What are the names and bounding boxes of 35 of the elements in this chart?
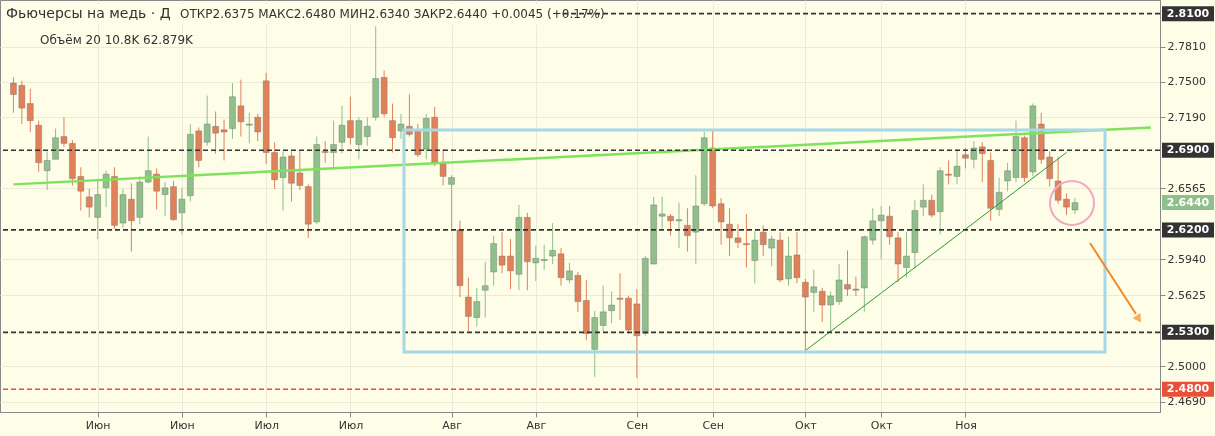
x-tick-label: Ноя [955, 418, 977, 432]
x-tick-label: Окт [870, 418, 894, 432]
x-tick-label: Июн [170, 418, 195, 432]
x-tick-label: Июл [338, 418, 364, 432]
text: 2.6440 [1166, 195, 1210, 209]
x-tick-label: Июн [85, 418, 111, 432]
candlestick [481, 261, 489, 319]
candlestick [599, 285, 607, 332]
candlestick [448, 174, 455, 230]
x-tick-label: Авг [526, 418, 547, 432]
candlestick [540, 244, 548, 271]
x-tick-label: Окт [795, 418, 818, 432]
candlestick [439, 148, 447, 187]
y-tick-label: 2.5940 [1167, 252, 1206, 266]
y-tick-label: 2.7500 [1167, 75, 1206, 89]
x-tick-label: Сен [702, 418, 725, 432]
ref-line-label: 2.6200 [1166, 222, 1210, 236]
y-tick-label: 2.4690 [1167, 395, 1206, 409]
candlestick [608, 290, 615, 324]
x-tick-label: Сен [626, 418, 649, 432]
ref-line-label: 2.6900 [1166, 143, 1210, 157]
x-tick-label: Авг [442, 418, 463, 432]
y-tick-label: 2.7810 [1167, 40, 1206, 54]
y-tick-label: 2.6565 [1167, 181, 1206, 195]
annotation: Объём 20 10.8K 62.879K [40, 33, 195, 47]
chart-title: Фьючерсы на медь · Д [6, 5, 171, 21]
y-tick-label: 2.7190 [1167, 110, 1206, 124]
ref-line-label: 2.8100 [1166, 6, 1210, 20]
ref-line-label: 2.4800 [1166, 382, 1210, 396]
candlestick [363, 116, 371, 147]
x-tick-label: Июл [254, 418, 279, 432]
ref-line-label: 2.5300 [1166, 325, 1210, 339]
y-tick-label: 2.5625 [1167, 288, 1206, 302]
y-tick-label: 2.5000 [1167, 359, 1206, 373]
candlestick [26, 88, 34, 133]
